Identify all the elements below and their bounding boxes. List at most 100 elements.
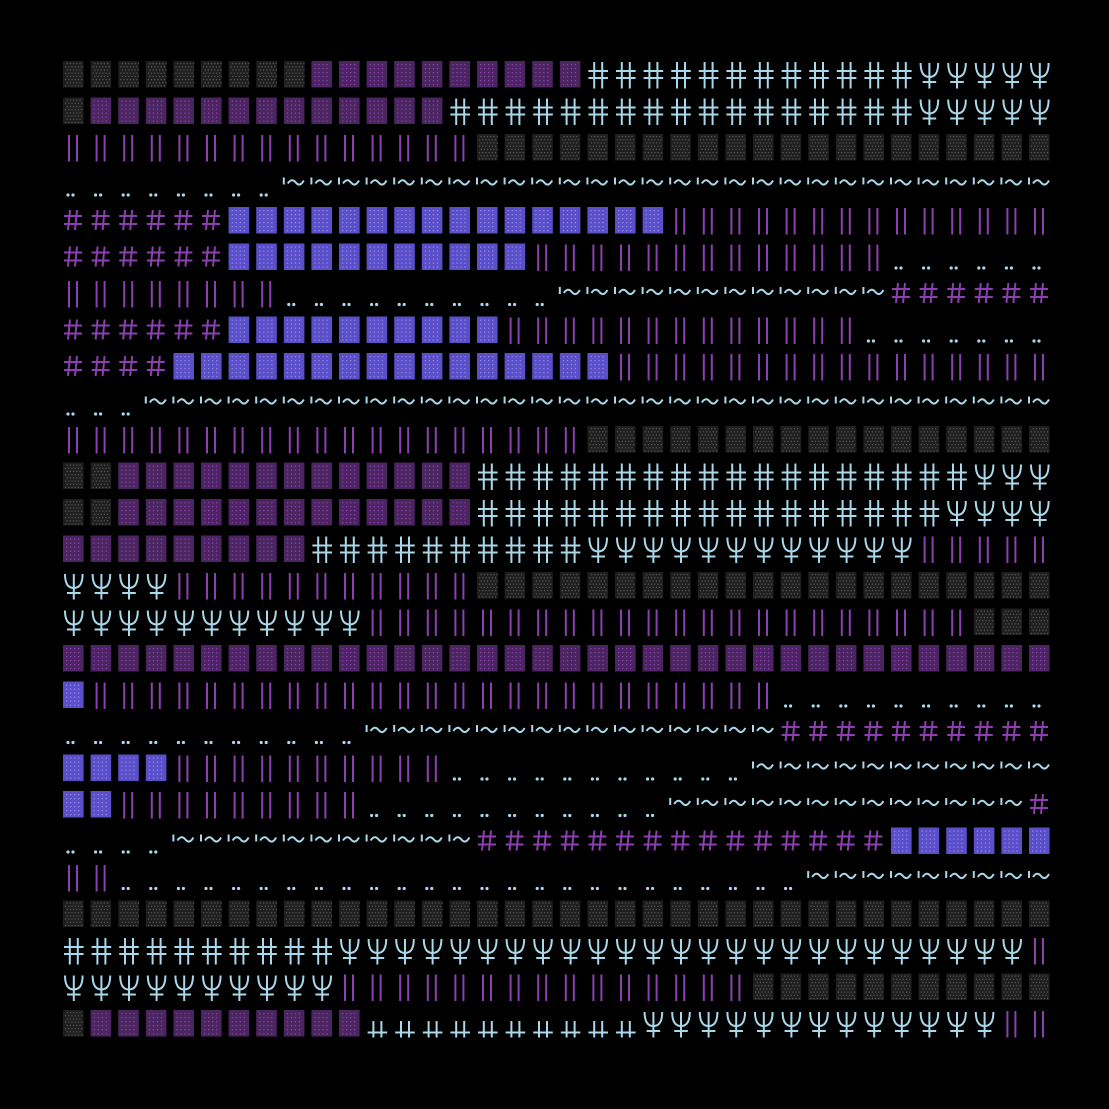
cyan-tilde-wave (420, 834, 443, 843)
cyan-trident-glyph (395, 938, 415, 965)
cyan-tilde-wave (338, 396, 360, 405)
dotted-gray-block (228, 61, 250, 88)
purple-hash (947, 282, 966, 304)
dotted-purple-block (808, 645, 829, 672)
cyan-cross-glyph (892, 463, 912, 490)
indigo-dotted-block (973, 827, 995, 854)
cyan-trident-glyph (974, 99, 995, 125)
cyan-trident-glyph (754, 537, 774, 563)
dots (866, 339, 876, 343)
cyan-trident-glyph (64, 573, 84, 600)
cyan-cross-glyph (560, 98, 581, 125)
cyan-tilde-wave (476, 396, 498, 405)
cyan-trident-glyph (1030, 464, 1050, 490)
glyph-row (68, 134, 1050, 162)
purple-hash (1002, 720, 1021, 742)
dots (94, 850, 103, 854)
cyan-trident-glyph (671, 1011, 691, 1038)
purple-bar (261, 281, 272, 308)
dotted-purple-block (228, 499, 250, 526)
dotted-gray-block-run (63, 1010, 84, 1037)
purple-bar (233, 135, 244, 162)
cyan-trident-glyph (505, 938, 526, 965)
cyan-trident-glyph (809, 1011, 829, 1038)
purple-hash (91, 355, 110, 377)
cyan-tilde-wave (310, 396, 333, 405)
purple-hash (974, 720, 993, 742)
purple-bar (288, 427, 299, 454)
purple-bar (426, 573, 437, 600)
purple-bar (675, 974, 686, 1001)
purple-hash (146, 355, 165, 377)
indigo-dotted-block (311, 316, 332, 343)
dotted-purple-block (615, 645, 636, 672)
cyan-tilde-wave (945, 871, 968, 880)
purple-bar-run (344, 974, 741, 1001)
dotted-purple-block (394, 645, 415, 672)
cyan-tilde-wave (807, 761, 830, 770)
purple-bar (1034, 1011, 1044, 1038)
glyph-row (68, 281, 1048, 308)
cyan-tilde-wave (1000, 177, 1023, 186)
dotted-purple-block (449, 499, 470, 526)
cyan-underscore-cross (588, 1021, 608, 1038)
purple-bar (647, 682, 658, 709)
dots (922, 704, 931, 708)
dotted-gray-block (753, 900, 774, 927)
dotted-gray-block (697, 426, 719, 453)
purple-bar (509, 682, 520, 709)
purple-bar-run (178, 573, 465, 600)
cyan-tilde-wave (724, 287, 747, 296)
dotted-gray-block (918, 426, 940, 453)
cyan-tilde-wave (614, 725, 636, 734)
dotted-gray-block (1029, 900, 1050, 927)
cyan-trident-glyph (947, 99, 967, 125)
purple-bar (95, 135, 106, 162)
cyan-tilde-wave (807, 798, 830, 807)
dotted-purple-block (90, 97, 112, 124)
dotted-gray-block (63, 499, 84, 526)
cyan-tilde-wave (227, 396, 250, 405)
indigo-dotted-block (256, 243, 277, 270)
purple-hash (146, 319, 165, 340)
cyan-tilde-wave (558, 396, 581, 405)
dotted-gray-block (946, 134, 967, 161)
dots (866, 704, 876, 708)
cyan-tilde-wave (393, 834, 416, 843)
cyan-tilde-wave (834, 287, 857, 296)
purple-bar (261, 573, 272, 600)
purple-bar (923, 609, 934, 636)
cyan-tilde-wave (365, 725, 388, 734)
cyan-tilde-wave (669, 287, 692, 296)
indigo-dotted-block (63, 754, 84, 781)
dots (508, 886, 517, 891)
purple-bar (206, 682, 216, 709)
cyan-tilde-wave (586, 725, 609, 734)
dotted-gray-block (145, 61, 167, 88)
dotted-gray-block (173, 900, 195, 927)
cyan-trident-glyph (312, 975, 332, 1001)
dots (176, 740, 185, 745)
dots (94, 412, 103, 416)
cyan-tilde-wave (862, 396, 885, 405)
purple-bar (233, 427, 244, 454)
purple-hash (809, 720, 828, 742)
dotted-gray-block (670, 572, 691, 599)
cyan-trident-glyph (91, 573, 112, 600)
cyan-tilde-wave (724, 725, 747, 734)
dotted-purple-block (421, 462, 443, 489)
dotted-gray-block (780, 572, 802, 599)
cyan-trident-glyph (367, 938, 388, 965)
purple-bar (261, 792, 272, 819)
purple-hash (671, 830, 690, 851)
cyan-cross-glyph (588, 500, 608, 527)
purple-bar (150, 792, 161, 819)
cyan-trident-glyph (919, 1011, 940, 1038)
cyan-tilde-wave (917, 177, 940, 186)
dots (618, 886, 627, 891)
purple-bar (978, 536, 989, 563)
cyan-tilde-wave (531, 177, 554, 186)
glyph-row (63, 97, 1050, 125)
cyan-tilde-wave (531, 396, 554, 405)
dots (425, 302, 434, 307)
